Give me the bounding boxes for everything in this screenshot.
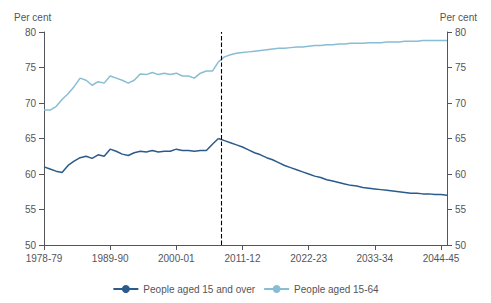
svg-text:65: 65 (455, 133, 467, 144)
svg-text:2044-45: 2044-45 (423, 253, 460, 264)
svg-text:Per cent: Per cent (14, 12, 51, 23)
svg-text:70: 70 (25, 98, 37, 109)
svg-text:2011-12: 2011-12 (225, 253, 261, 264)
svg-text:75: 75 (25, 62, 37, 73)
svg-text:2033-34: 2033-34 (356, 253, 393, 264)
svg-text:80: 80 (455, 27, 467, 38)
svg-text:1989-90: 1989-90 (92, 253, 129, 264)
svg-text:80: 80 (25, 27, 37, 38)
svg-text:1978-79: 1978-79 (26, 253, 63, 264)
svg-text:2000-01: 2000-01 (158, 253, 195, 264)
svg-text:55: 55 (25, 204, 37, 215)
svg-text:55: 55 (455, 204, 467, 215)
svg-text:50: 50 (455, 240, 467, 251)
svg-text:60: 60 (25, 169, 37, 180)
svg-text:People aged 15-64: People aged 15-64 (294, 284, 379, 295)
svg-text:Per cent: Per cent (440, 12, 477, 23)
svg-text:75: 75 (455, 62, 467, 73)
svg-text:People aged 15 and over: People aged 15 and over (143, 284, 255, 295)
svg-text:50: 50 (25, 240, 37, 251)
svg-text:60: 60 (455, 169, 467, 180)
svg-text:65: 65 (25, 133, 37, 144)
svg-text:2022-23: 2022-23 (290, 253, 327, 264)
svg-text:70: 70 (455, 98, 467, 109)
